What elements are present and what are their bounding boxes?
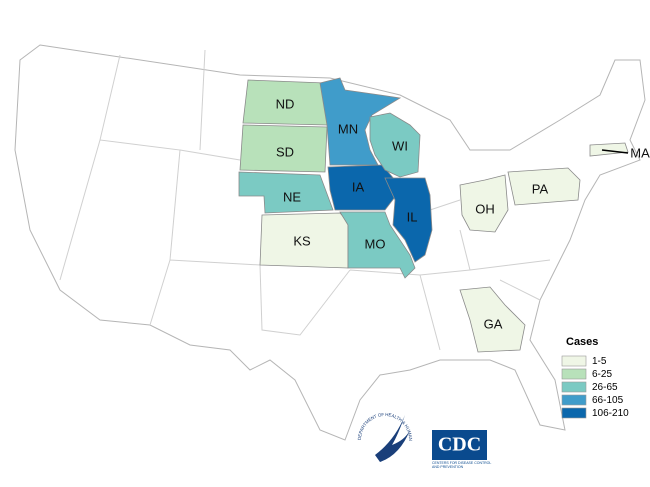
legend-swatch	[561, 381, 587, 393]
state	[589, 142, 629, 157]
state-label: KS	[293, 233, 311, 248]
legend-title: Cases	[566, 336, 598, 348]
state-label: SD	[276, 144, 294, 159]
legend-label: 66-105	[592, 395, 624, 406]
cdc-box	[432, 430, 487, 460]
state	[319, 77, 402, 166]
state	[507, 167, 581, 206]
state-label: GA	[484, 316, 503, 331]
state	[339, 211, 416, 279]
legend: 1-5 6-25 26-65 66-105 106-210	[561, 355, 629, 419]
state-label: MN	[338, 121, 358, 136]
cdc-text: CDC	[438, 434, 481, 456]
state-label: WI	[392, 138, 408, 153]
state	[238, 171, 334, 214]
legend-swatch	[561, 394, 587, 406]
cdc-subtitle: CENTERS FOR DISEASE CONTROL AND PREVENTI…	[432, 461, 492, 469]
legend-label: 26-65	[592, 382, 618, 393]
state-label: IL	[407, 209, 418, 224]
state-label: IA	[352, 179, 365, 194]
state-label: NE	[283, 189, 301, 204]
legend-swatch	[561, 368, 587, 380]
ma-leader	[601, 149, 629, 154]
state	[384, 177, 433, 263]
state	[459, 286, 526, 353]
state	[369, 112, 421, 178]
state-label: ND	[276, 96, 295, 111]
state	[239, 124, 328, 173]
legend-label: 106-210	[592, 408, 629, 419]
states: ND SD NE KS MN IA MO WI IL OH PA GA MA	[238, 77, 650, 353]
state-label: PA	[532, 181, 549, 196]
legend-swatch	[561, 355, 587, 367]
legend-swatch	[561, 407, 587, 419]
state	[459, 174, 509, 233]
legend-label: 1-5	[592, 356, 607, 367]
cdc-sub-wrap: CENTERS FOR DISEASE CONTROL AND PREVENTI…	[432, 461, 492, 469]
legend-label: 6-25	[592, 369, 612, 380]
state-label: MO	[365, 236, 386, 251]
state-label: OH	[475, 201, 495, 216]
state-label: MA	[630, 145, 650, 160]
state-borders	[59, 49, 551, 351]
